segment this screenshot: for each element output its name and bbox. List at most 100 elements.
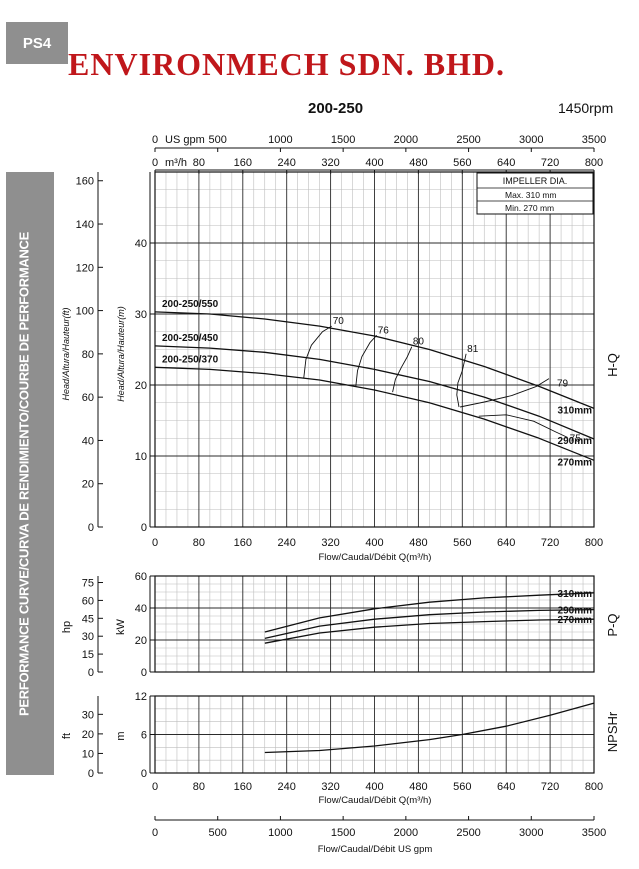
npsh-x-axis-label: Flow/Caudal/Débit Q(m³/h)	[319, 795, 432, 806]
head-x-tick-label: 800	[585, 537, 603, 549]
power-hp-tick-label: 75	[82, 578, 94, 590]
head-ft-tick-label: 0	[88, 522, 94, 534]
head-x-tick-label: 720	[541, 537, 559, 549]
pump-model: 200-250	[308, 100, 364, 117]
head-curve-model-label: 200-250/450	[162, 333, 219, 344]
head-curve-diameter-label: 270mm	[558, 457, 593, 468]
head-ft-tick-label: 140	[76, 219, 94, 231]
usgpm-top-tick-label: 1500	[331, 134, 355, 146]
head-x-tick-label: 480	[409, 537, 427, 549]
npsh-x-tick-label: 400	[365, 781, 383, 793]
power-hp-tick-label: 15	[82, 649, 94, 661]
npsh-x-tick-label: 80	[193, 781, 205, 793]
head-ft-tick-label: 160	[76, 176, 94, 188]
m3h-top-tick-label: 80	[193, 157, 205, 169]
power-curve-270mm	[264, 618, 595, 644]
m3h-top-tick-label: 0	[152, 157, 158, 169]
npsh-ft-tick-label: 0	[88, 768, 94, 780]
power-panel-side-label: P-Q	[605, 613, 620, 636]
usgpm-bottom-tick-label: 0	[152, 827, 158, 839]
head-x-axis-label: Flow/Caudal/Débit Q(m³/h)	[319, 552, 432, 563]
m3h-top-tick-label: 320	[321, 157, 339, 169]
power-hp-tick-label: 30	[82, 631, 94, 643]
power-curve-290mm	[264, 608, 595, 640]
m3h-top-tick-label: 240	[278, 157, 296, 169]
power-hp-tick-label: 60	[82, 595, 94, 607]
side-banner	[6, 172, 54, 775]
head-m-tick-label: 30	[135, 309, 147, 321]
efficiency-curve-81	[456, 353, 467, 408]
head-x-tick-label: 160	[234, 537, 252, 549]
impeller-box-max: Max. 310 mm	[505, 190, 557, 200]
npsh-x-tick-label: 160	[234, 781, 252, 793]
power-kw-axis-label: kW	[115, 618, 127, 635]
head-ft-tick-label: 120	[76, 262, 94, 274]
m3h-top-tick-label: 400	[365, 157, 383, 169]
usgpm-top-tick-label: 500	[209, 134, 227, 146]
head-curve-290mm	[154, 345, 595, 440]
head-curve-model-label: 200-250/370	[162, 354, 219, 365]
power-hp-tick-label: 0	[88, 667, 94, 679]
power-curve-diameter-label: 270mm	[558, 615, 593, 626]
npsh-curve	[264, 702, 595, 754]
npsh-x-tick-label: 720	[541, 781, 559, 793]
npsh-x-tick-label: 560	[453, 781, 471, 793]
m3h-top-tick-label: 640	[497, 157, 515, 169]
head-curve-diameter-label: 310mm	[558, 405, 593, 416]
usgpm-axis-prefix: US gpm	[165, 134, 205, 146]
pump-speed: 1450rpm	[558, 100, 614, 116]
usgpm-bottom-tick-label: 3500	[582, 827, 606, 839]
npsh-panel-side-label: NPSHr	[605, 711, 620, 752]
head-x-tick-label: 400	[365, 537, 383, 549]
head-curve-310mm	[154, 311, 595, 410]
npsh-x-tick-label: 640	[497, 781, 515, 793]
efficiency-curve-75	[478, 414, 568, 438]
head-curve-model-label: 200-250/550	[162, 299, 219, 310]
power-hp-axis-label: hp	[61, 621, 73, 633]
head-m-axis-label: Head/Altura/Hauteur(m)	[116, 306, 126, 402]
npsh-m-tick-label: 6	[141, 730, 147, 742]
usgpm-top-tick-label: 0	[152, 134, 158, 146]
impeller-box	[476, 172, 594, 215]
npsh-x-tick-label: 320	[321, 781, 339, 793]
impeller-box-title: IMPELLER DIA.	[503, 176, 568, 186]
usgpm-top-tick-label: 3000	[519, 134, 543, 146]
npsh-m-tick-label: 0	[141, 768, 147, 780]
efficiency-curve-76	[355, 334, 378, 387]
npsh-x-tick-label: 480	[409, 781, 427, 793]
head-m-tick-label: 40	[135, 238, 147, 250]
power-kw-tick-label: 60	[135, 571, 147, 583]
npsh-m-axis-label: m	[115, 731, 127, 740]
impeller-box-min: Min. 270 mm	[505, 203, 554, 213]
power-curve-diameter-label: 310mm	[558, 589, 593, 600]
usgpm-bottom-tick-label: 1000	[268, 827, 292, 839]
efficiency-label: 75	[570, 434, 582, 445]
npsh-ft-tick-label: 30	[82, 709, 94, 721]
head-ft-tick-label: 40	[82, 435, 94, 447]
power-kw-tick-label: 0	[141, 667, 147, 679]
npsh-x-tick-label: 240	[278, 781, 296, 793]
head-x-tick-label: 320	[321, 537, 339, 549]
page-code-badge: PS4	[6, 22, 68, 64]
usgpm-top-tick-label: 2000	[394, 134, 418, 146]
head-ft-tick-label: 60	[82, 392, 94, 404]
head-x-tick-label: 560	[453, 537, 471, 549]
head-m-tick-label: 0	[141, 522, 147, 534]
power-kw-tick-label: 20	[135, 635, 147, 647]
head-m-tick-label: 10	[135, 451, 147, 463]
npsh-ft-tick-label: 20	[82, 729, 94, 741]
usgpm-x-axis-label: Flow/Caudal/Débit US gpm	[318, 844, 433, 855]
m3h-top-tick-label: 560	[453, 157, 471, 169]
npsh-x-tick-label: 800	[585, 781, 603, 793]
npsh-x-tick-label: 0	[152, 781, 158, 793]
head-ft-axis-label: Head/Altura/Hauteur(ft)	[61, 307, 71, 400]
head-ft-tick-label: 20	[82, 479, 94, 491]
efficiency-curve-70	[303, 325, 332, 379]
usgpm-bottom-tick-label: 500	[209, 827, 227, 839]
company-name: ENVIRONMECH SDN. BHD.	[68, 46, 506, 82]
head-curve-270mm	[154, 366, 595, 461]
efficiency-label: 70	[333, 316, 345, 327]
usgpm-bottom-tick-label: 2000	[394, 827, 418, 839]
m3h-top-tick-label: 160	[234, 157, 252, 169]
